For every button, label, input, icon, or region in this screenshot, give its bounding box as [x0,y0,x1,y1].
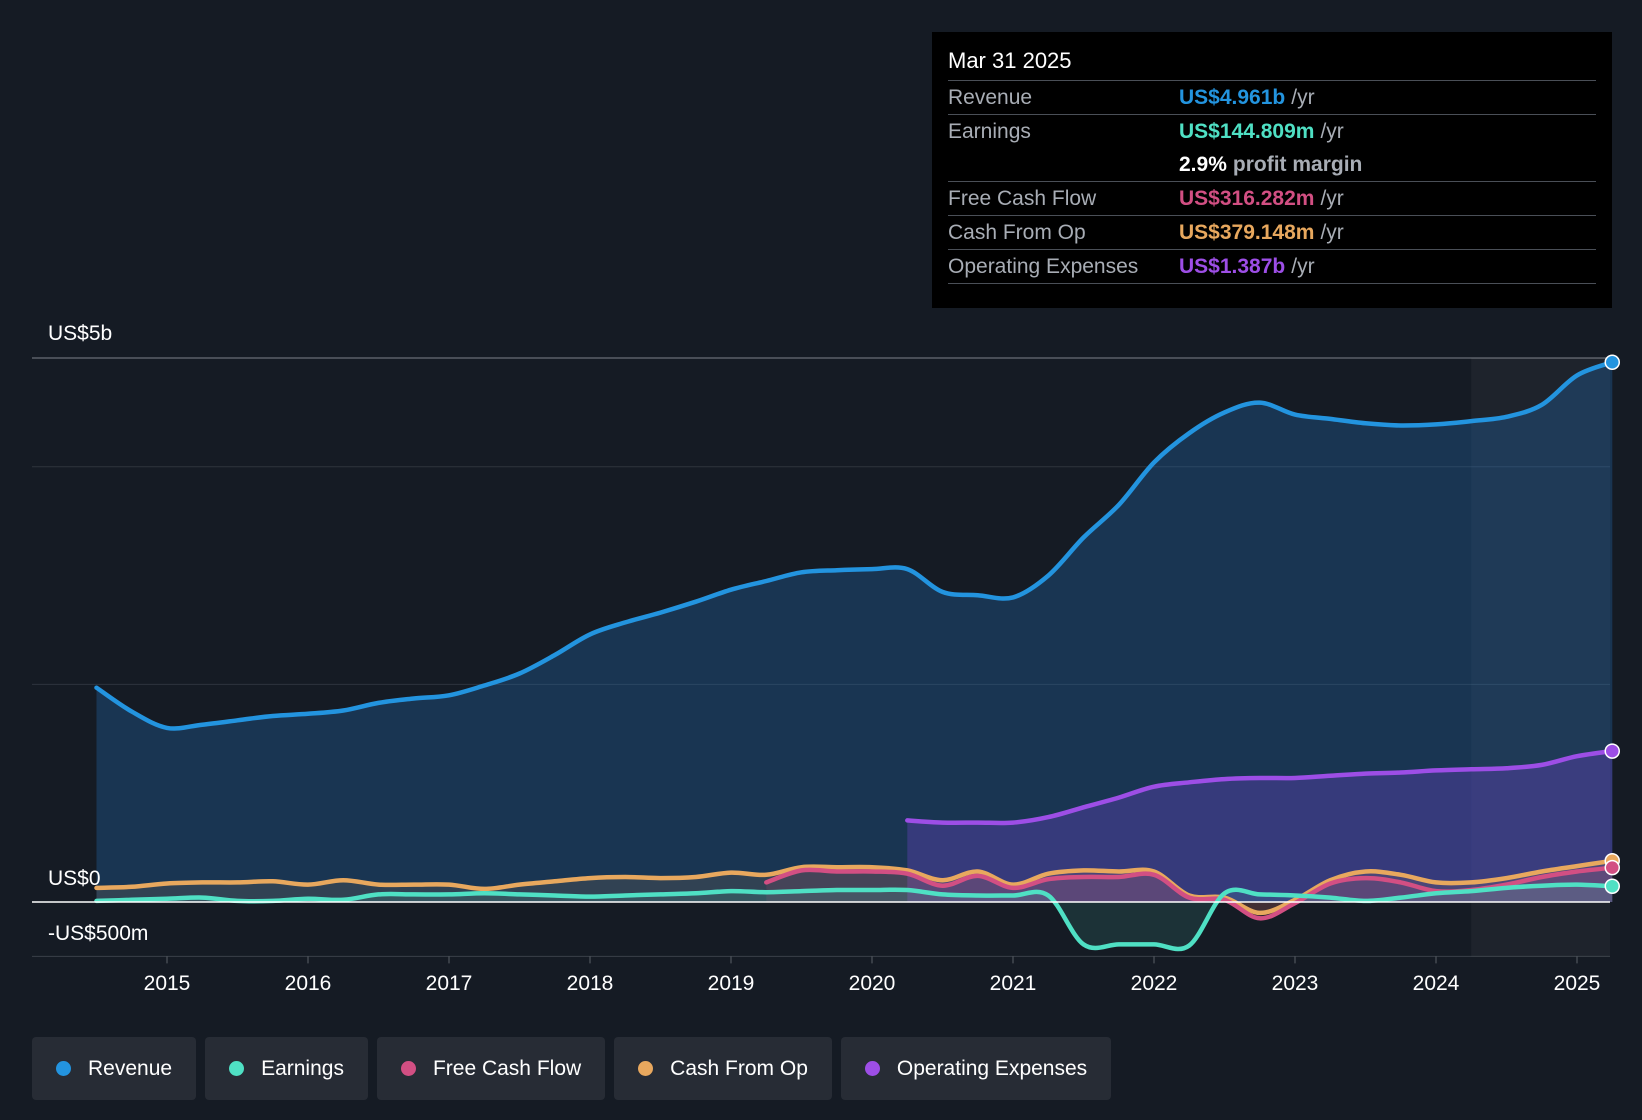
x-tick-label: 2020 [849,972,896,995]
tooltip-row-fcf: Free Cash Flow US$316.282m /yr [948,181,1596,215]
tooltip-label: Free Cash Flow [948,186,1097,210]
line-layer [32,359,1615,952]
x-tick-label: 2022 [1131,972,1178,995]
tooltip-value: US$4.961b [1179,85,1286,109]
cash-from-op-line [94,858,1615,916]
tooltip-date: Mar 31 2025 [948,48,1072,73]
x-axis-ticks: 2015 2016 2017 2018 2019 2020 2021 2022 2023 2024… [144,956,1601,995]
tooltip-value: US$144.809m [1179,119,1315,143]
earnings-dot-icon [229,1061,245,1076]
x-tick-label: 2015 [144,972,191,995]
revenue-dot-icon [56,1061,71,1076]
tooltip-unit: /yr [1320,119,1344,143]
tooltip-label: Operating Expenses [948,254,1139,278]
legend-label: Revenue [88,1056,173,1080]
revenue-endpoint [1604,354,1620,370]
legend-item-operating-expenses[interactable]: Operating Expenses [840,1037,1112,1100]
tooltip-value: US$316.282m [1179,186,1315,210]
tooltip-unit: /yr [1320,220,1344,244]
tooltip-label: Cash From Op [948,220,1086,244]
free-cash-flow-area [766,867,1613,919]
x-tick-label: 2019 [708,972,755,995]
cash-from-op-area [96,860,1613,913]
y-axis-label-top: US$5b [48,322,112,345]
tooltip-unit: /yr [1320,186,1344,210]
legend-item-free-cash-flow[interactable]: Free Cash Flow [376,1037,606,1100]
legend-item-earnings[interactable]: Earnings [205,1037,368,1100]
x-tick-label: 2018 [567,972,614,995]
legend-label: Earnings [261,1056,344,1080]
tooltip-panel: Mar 31 2025 Revenue US$4.961b /yr Earnin… [932,32,1612,308]
tooltip-divider [948,283,1596,284]
tooltip-value: US$1.387b [1179,254,1286,278]
area-layer [96,362,1613,950]
chart-legend: Revenue Earnings Free Cash Flow Cash Fro… [32,1037,1112,1100]
x-tick-label: 2024 [1413,972,1460,995]
operating-expenses-dot-icon [864,1061,880,1076]
tooltip-label: Earnings [948,119,1031,143]
earnings-endpoint [1604,878,1620,894]
tooltip-row-revenue: Revenue US$4.961b /yr [948,80,1596,114]
y-axis-label-zero: US$0 [48,867,101,890]
legend-label: Free Cash Flow [432,1056,582,1080]
tooltip-margin-text: profit margin [1232,152,1363,176]
x-tick-label: 2021 [990,972,1037,995]
revenue-area [96,362,1613,902]
tooltip-row-opex: Operating Expenses US$1.387b /yr [948,249,1596,283]
operating-expenses-line [905,748,1615,826]
y-axis-label-bottom: -US$500m [48,922,148,945]
tooltip-label: Revenue [948,85,1033,109]
legend-label: Operating Expenses [896,1056,1088,1080]
tooltip-row-margin: 2.9% profit margin [948,148,1596,181]
tooltip-unit: /yr [1291,85,1315,109]
grid-layer [32,357,1610,957]
free-cash-flow-endpoint [1604,859,1620,876]
tooltip-margin-value: 2.9% [1179,152,1227,176]
endpoint-layer [1604,354,1620,894]
operating-expenses-area [907,751,1613,902]
earnings-line [94,882,1615,952]
tooltip-value: US$379.148m [1179,220,1315,244]
x-tick-label: 2025 [1554,972,1601,995]
operating-expenses-endpoint [1604,743,1620,759]
chart-area: US$5b US$0 -US$500m 2015 2016 2017 2018 2019… [32,322,1620,995]
revenue-line [94,359,1615,731]
tooltip-row-cfo: Cash From Op US$379.148m /yr [948,215,1596,249]
free-cash-flow-dot-icon [400,1061,416,1076]
tooltip-unit: /yr [1291,254,1315,278]
legend-item-cash-from-op[interactable]: Cash From Op [614,1037,832,1100]
x-tick-label: 2017 [426,972,473,995]
x-tick-label: 2023 [1272,972,1319,995]
tooltip-row-earnings: Earnings US$144.809m /yr [948,114,1596,148]
legend-item-revenue[interactable]: Revenue [32,1037,197,1100]
forecast-band [1471,358,1610,957]
cash-from-op-dot-icon [638,1061,654,1076]
x-tick-label: 2016 [285,972,332,995]
legend-label: Cash From Op [670,1056,808,1080]
